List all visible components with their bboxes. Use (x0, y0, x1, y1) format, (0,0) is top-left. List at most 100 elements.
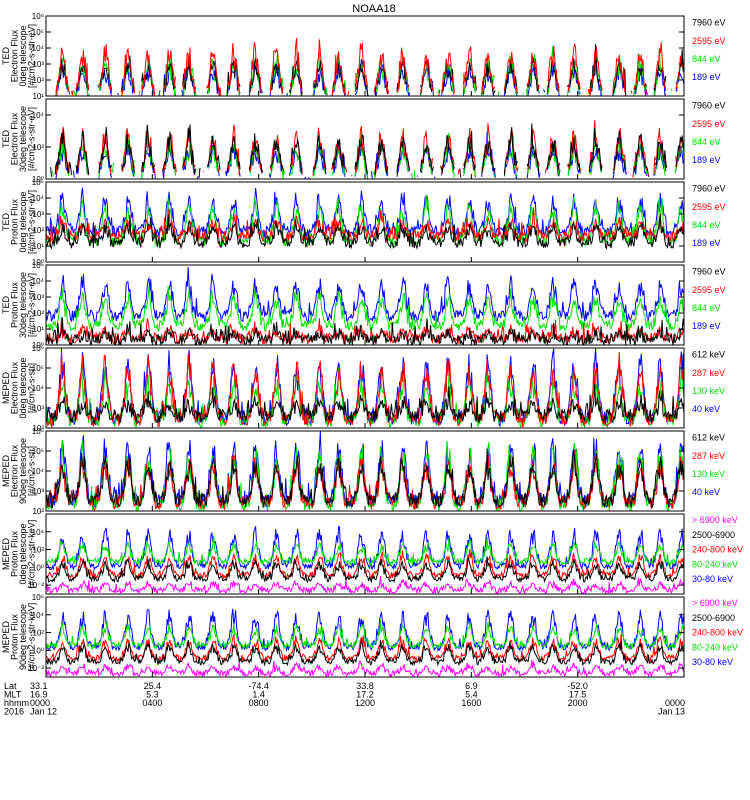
ytick-label: 10⁴ (32, 528, 45, 537)
legend-4-4: 189 eV (692, 321, 721, 331)
xaxis-cell: 25.4 (144, 681, 162, 691)
series-3-7960-ev (46, 214, 684, 250)
series-5-612-kev (46, 384, 684, 425)
ytick-label: 10⁵ (32, 261, 44, 270)
xaxis-row-label: hhmm (4, 698, 29, 708)
xaxis-cell: 17.5 (569, 690, 587, 700)
xaxis-cell: 17.2 (356, 690, 374, 700)
series-7-80-240-kev (46, 535, 684, 567)
panel-4-ylabel: TEDProton Flux30deg telescope[#/cm2-s-st… (1, 272, 37, 338)
legend-7-2: 2500-6900 (692, 530, 735, 540)
ytick-label: 10⁴ (32, 277, 45, 286)
ytick-label: 10⁶ (32, 12, 44, 21)
ytick-label: 10² (32, 76, 44, 85)
xaxis-cell: 5.3 (146, 690, 159, 700)
xaxis-cell: -74.4 (248, 681, 269, 691)
ytick-label: 10³ (32, 293, 44, 302)
ytick-label: 10⁴ (32, 467, 45, 476)
series-7-2500-6900 (46, 556, 684, 584)
figure-title: NOAA18 (352, 3, 395, 15)
ytick-label: 10⁵ (32, 28, 44, 37)
legend-4-1: 7960 eV (692, 267, 726, 277)
panel-4-traces (46, 266, 684, 345)
ytick-label: 10⁰ (32, 563, 44, 572)
legend-2-4: 189 eV (692, 155, 721, 165)
ytick-label: 10³ (32, 210, 44, 219)
panel-5-ylabel: MEPEDElectron Flux0deg telescope[#/cm2-s… (1, 357, 37, 418)
xaxis-cell: 0000 (30, 698, 50, 708)
ytick-label: 10⁰ (32, 646, 44, 655)
xaxis-cell: 6.9 (465, 681, 478, 691)
panel-7-ylabel: MEPEDProton Flux0deg telescope[#/cm2-s-s… (1, 520, 37, 589)
ytick-label: 10² (32, 226, 44, 235)
xaxis-cell: Jan 13 (658, 707, 685, 717)
legend-7-4: 80-240 keV (692, 559, 738, 569)
xaxis-cell: 5.4 (465, 690, 478, 700)
legend-3-1: 7960 eV (692, 184, 726, 194)
ytick-label: 10⁴ (32, 194, 45, 203)
panel-2-traces (50, 120, 684, 179)
ytick-label: 10⁴ (32, 611, 45, 620)
panel-6: 10² 10³ 10⁴ 10⁵ 10⁶ MEPEDElectron Flux90deg t… (1, 427, 725, 516)
ytick-label: 10⁶ (32, 593, 44, 602)
series-4-189-ev (46, 266, 684, 323)
legend-1-1: 7960 eV (692, 18, 726, 28)
ytick-label: 10⁴ (32, 111, 45, 120)
ytick-label: 10² (32, 143, 44, 152)
panel-3-ylabel: TEDProton Flux0deg telescope[#/cm2-s-str… (1, 190, 37, 254)
legend-7-5: 30-80 keV (692, 574, 733, 584)
ytick-label: 10² (32, 629, 44, 638)
series-8-80-240-kev (46, 619, 684, 651)
ytick-label: 10³ (32, 404, 44, 413)
panel-5-traces (46, 348, 684, 428)
legend-5-3: 130 keV (692, 386, 725, 396)
xaxis-cell: 0000 (665, 698, 685, 708)
xaxis-cell: 1200 (355, 698, 375, 708)
xaxis-cell: Jan 12 (30, 707, 57, 717)
ytick-label: 10⁰ (32, 258, 44, 267)
series-6-612-kev (46, 448, 684, 509)
legend-7-3: 240-800 keV (692, 545, 743, 555)
legend-3-2: 2595 eV (692, 202, 726, 212)
legend-6-3: 130 keV (692, 469, 725, 479)
series-7-240-800-kev (46, 548, 684, 580)
series-8-2500-6900 (46, 639, 684, 667)
xaxis-cell: 2000 (568, 698, 588, 708)
xaxis-cell: 1.4 (252, 690, 265, 700)
ytick-label: 10² (32, 507, 44, 516)
ytick-label: 10⁶ (32, 427, 44, 436)
ytick-label: 10² (32, 424, 44, 433)
ytick-label: 10⁻² (28, 664, 44, 673)
ytick-label: 10⁻² (28, 581, 44, 590)
ytick-label: 10⁶ (32, 344, 44, 353)
xaxis-cell: 1600 (461, 698, 481, 708)
legend-8-4: 80-240 keV (692, 642, 738, 652)
ytick-label: 10⁵ (32, 364, 44, 373)
series-4-844-ev (46, 285, 684, 333)
ytick-label: 10³ (32, 60, 44, 69)
legend-4-2: 2595 eV (692, 285, 726, 295)
ytick-label: 10⁰ (32, 341, 44, 350)
series-5-287-kev (46, 351, 684, 428)
xaxis-cell: 33.1 (30, 681, 48, 691)
legend-1-2: 2595 eV (692, 36, 726, 46)
ytick-label: 10² (32, 309, 44, 318)
legend-1-3: 844 eV (692, 54, 721, 64)
ytick-label: 10⁰ (32, 175, 44, 184)
series-3-189-ev (46, 187, 684, 239)
xaxis-row-label: 2016 (4, 707, 24, 717)
ytick-label: 10¹ (32, 92, 44, 101)
legend-8-1: > 6900 keV (692, 598, 738, 608)
legend-5-1: 612 keV (692, 350, 725, 360)
series-4-7960-ev (46, 317, 684, 345)
legend-3-3: 844 eV (692, 220, 721, 230)
legend-6-4: 40 keV (692, 487, 720, 497)
legend-8-2: 2500-6900 (692, 613, 735, 623)
ytick-label: 10³ (32, 487, 44, 496)
legend-8-3: 240-800 keV (692, 628, 743, 638)
xaxis-cell: 16.9 (30, 690, 48, 700)
panel-1: 10¹ 10² 10³ 10⁴ 10⁵ 10⁶ TEDElectron Flux0deg t… (1, 12, 726, 101)
